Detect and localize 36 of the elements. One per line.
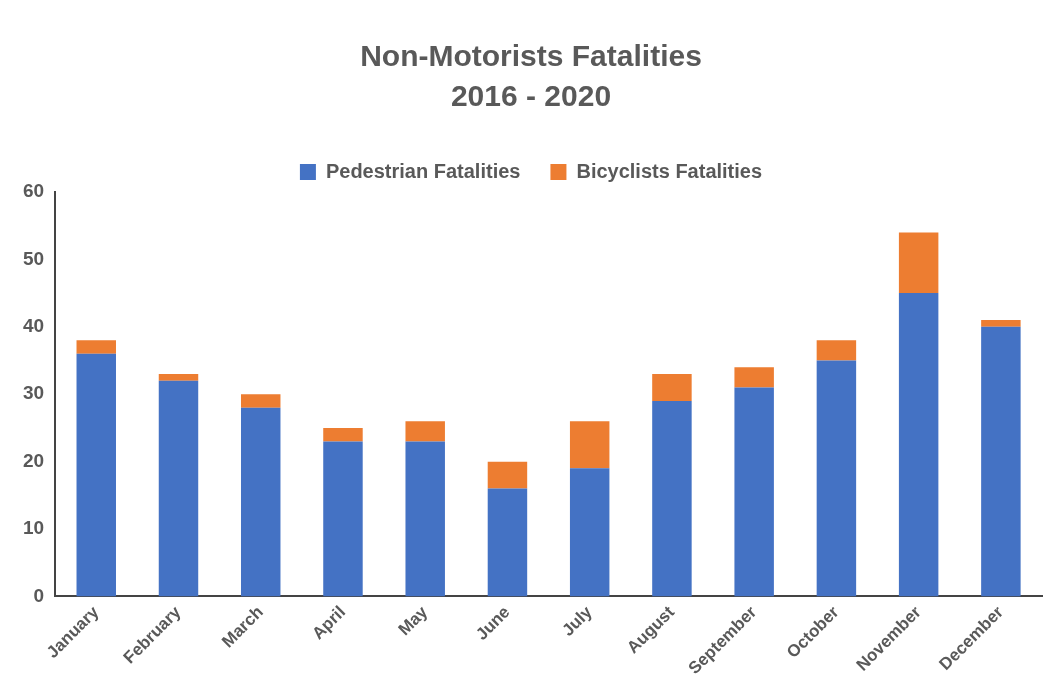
chart-subtitle: 2016 - 2020 (450, 79, 612, 113)
x-tick-label: May (394, 601, 432, 640)
y-tick-label: 30 (22, 382, 45, 404)
bar (487, 461, 528, 489)
y-tick-label: 40 (22, 315, 45, 337)
legend-label: Bicyclists Fatalities (576, 159, 763, 182)
bar (734, 387, 774, 597)
bar (323, 427, 363, 442)
bar (569, 468, 610, 597)
bar (158, 380, 199, 597)
bar (240, 407, 281, 597)
bar (652, 374, 692, 401)
y-tick-label: 20 (22, 449, 45, 471)
bar (487, 488, 528, 597)
y-tick-label: 60 (22, 180, 45, 202)
y-tick-label: 50 (22, 247, 45, 269)
chart-title: Non-Motorists Fatalities (360, 39, 702, 73)
bar (816, 360, 857, 597)
bar (405, 441, 445, 597)
bar (158, 374, 199, 381)
bar (981, 326, 1021, 597)
bar (652, 400, 692, 597)
bar (898, 293, 939, 597)
bar (569, 421, 610, 469)
bar (76, 340, 116, 354)
y-tick-label: 10 (22, 517, 45, 539)
legend-label: Pedestrian Fatalities (325, 159, 521, 182)
bar (240, 394, 281, 408)
bar (981, 320, 1021, 327)
bar (898, 232, 939, 294)
bar (76, 353, 116, 597)
bar (405, 421, 445, 442)
bar (323, 441, 363, 597)
bar (816, 340, 857, 361)
y-tick-label: 0 (33, 584, 45, 606)
bar (734, 367, 774, 388)
